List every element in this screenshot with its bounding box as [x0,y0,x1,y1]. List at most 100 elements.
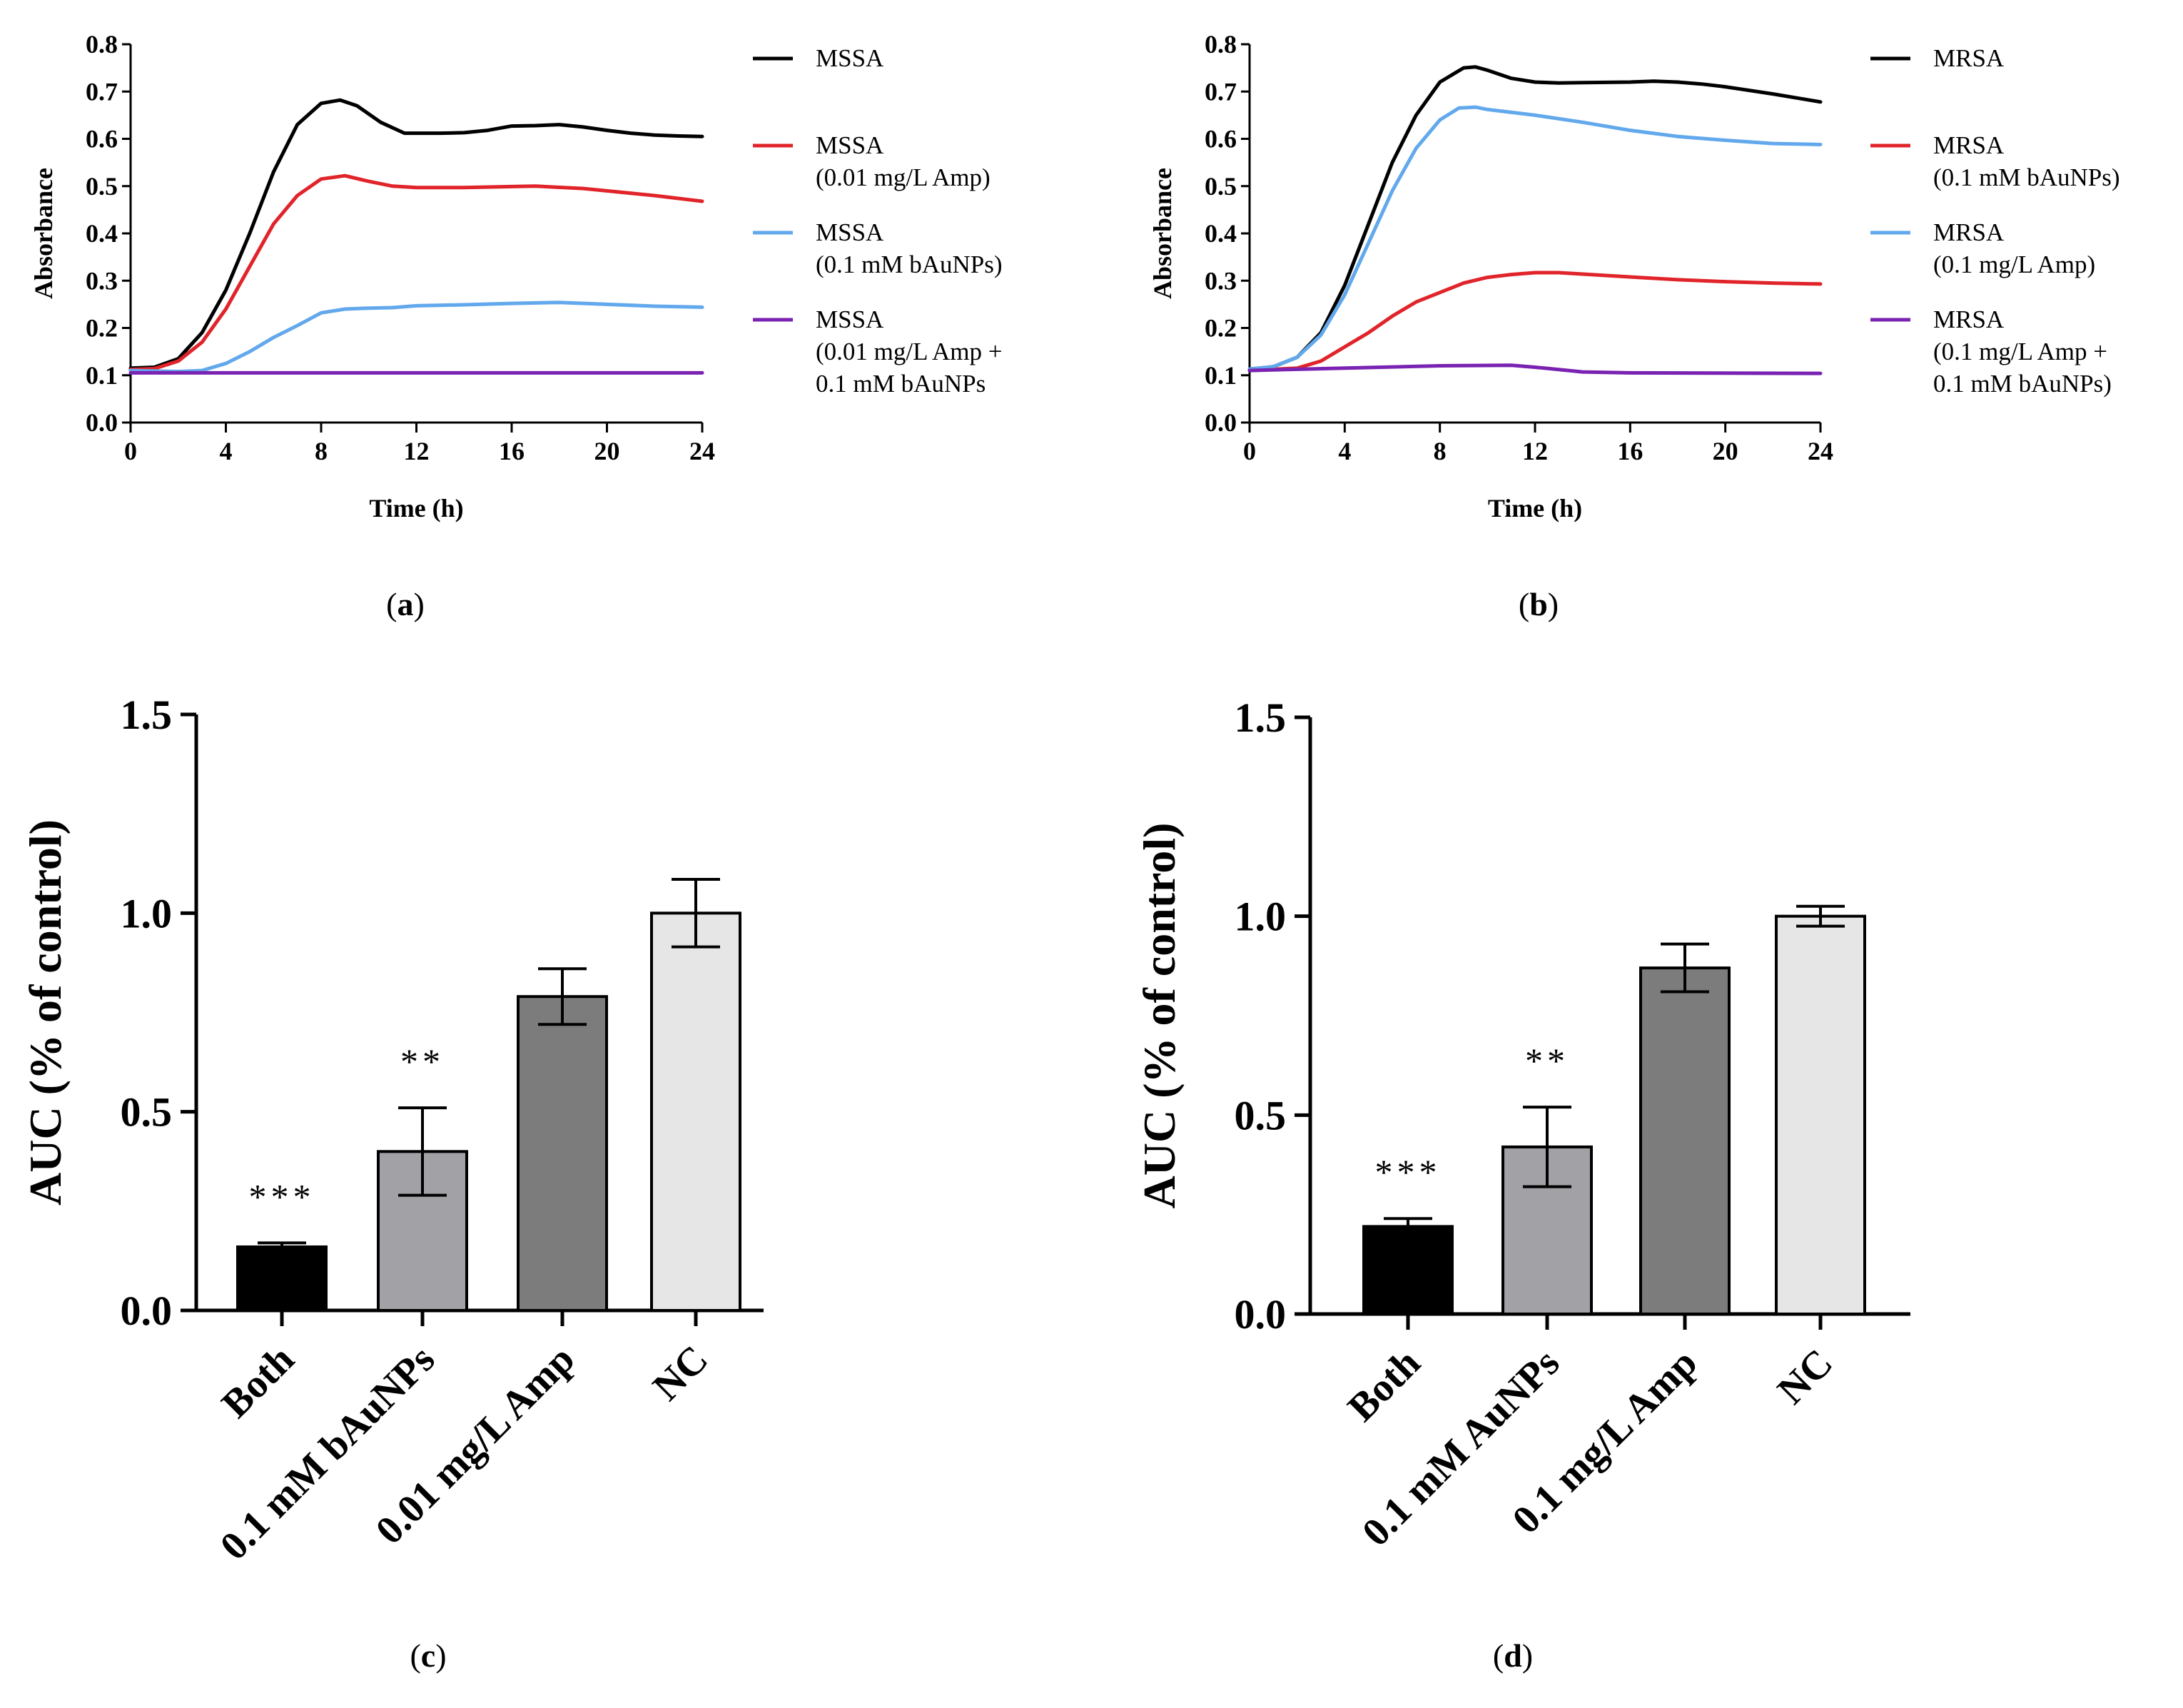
y-tick-label: 0.5 [86,172,118,201]
y-tick-label: 0.6 [1205,125,1237,153]
significance-marker: *** [1375,1152,1442,1192]
y-tick-label: 0.1 [86,361,118,390]
y-axis-title: Absorbance [29,168,58,299]
y-tick-label: 0.2 [1205,314,1237,343]
legend-label: MSSA [816,305,884,333]
legend-label: MSSA [816,218,884,246]
legend-item-2: MRSA (0.1 mM bAuNPs) [1870,131,2120,191]
panel-label: (d) [1493,1637,1533,1674]
y-tick-label: 1.0 [121,890,173,936]
legend-label: (0.01 mg/L Amp + [816,338,1003,365]
y-tick-label: 0.7 [86,77,118,106]
x-tick-label: 20 [1713,437,1738,465]
legend-label: (0.01 mg/L Amp) [816,163,991,191]
series-line-3 [1247,105,1823,371]
legend-label: (0.1 mg/L Amp + [1933,338,2107,365]
y-tick-label: 0.7 [1205,77,1237,106]
legend-label: 0.1 mM bAuNPs [816,370,986,398]
legend-item-3: MRSA (0.1 mg/L Amp) [1870,218,2095,278]
legend-item-1: MSSA [753,44,884,72]
category-label: Both [213,1337,303,1426]
significance-marker: ** [400,1041,445,1081]
x-tick-label: 16 [499,437,525,465]
y-tick-label: 0.8 [1205,30,1237,59]
y-tick-label: 0.1 [1205,361,1237,390]
legend-item-1: MRSA [1870,44,2005,72]
series-line-4 [1247,363,1823,375]
y-tick-label: 0.0 [1235,1291,1287,1338]
x-axis-title: Time (h) [1488,494,1582,522]
x-tick-label: 20 [594,437,620,465]
y-tick-label: 0.0 [86,408,118,437]
bar [236,1245,328,1313]
series-line-2 [128,173,704,372]
x-tick-label: 0 [124,437,137,465]
x-tick-label: 24 [689,437,715,465]
legend-label: (0.1 mg/L Amp) [1933,251,2095,278]
legend-label: 0.1 mM bAuNPs) [1933,370,2112,398]
legend-label: MRSA [1933,218,2005,246]
legend-label: MRSA [1933,305,2005,333]
legend-label: (0.1 mM bAuNPs) [1933,163,2120,191]
y-tick-label: 0.5 [1235,1092,1287,1138]
bar [1639,966,1731,1315]
y-tick-label: 1.5 [121,692,173,738]
y-tick-label: 0.3 [86,266,118,295]
panel-label: (c) [410,1637,446,1674]
legend-item-2: MSSA (0.01 mg/L Amp) [753,131,991,191]
y-tick-label: 0.4 [1205,219,1237,248]
y-tick-label: 0.3 [1205,266,1237,295]
category-label: Both [1339,1340,1429,1430]
panel-b: 0.0 0.1 0.2 0.3 0.4 0.5 0.6 0.7 0.8 0 4 8 12 16 20 24 Ti… [1148,30,2120,622]
x-tick-label: 12 [1522,437,1548,465]
x-axis-title: Time (h) [369,494,463,522]
panel-a: 0.0 0.1 0.2 0.3 0.4 0.5 0.6 0.7 0.8 0 4 8 12 16 20 24 Ti… [29,30,1003,622]
significance-marker: ** [1525,1041,1569,1081]
y-tick-label: 0.5 [1205,172,1237,201]
legend-label: MSSA [816,131,884,159]
legend-label: MRSA [1933,44,2005,72]
y-axis-title: AUC (% of control) [20,819,71,1206]
panel-label: (b) [1519,586,1559,622]
series-line-3 [128,300,704,373]
y-tick-label: 0.4 [86,219,118,248]
legend-item-3: MSSA (0.1 mM bAuNPs) [753,218,1003,278]
x-tick-label: 12 [404,437,430,465]
legend-label: MRSA [1933,131,2005,159]
x-tick-label: 4 [1338,437,1351,465]
bar [1362,1225,1454,1316]
legend-label: MSSA [816,44,884,72]
series-line-1 [1247,65,1823,371]
y-tick-label: 0.2 [86,314,118,343]
y-tick-label: 1.5 [1235,694,1287,741]
y-tick-label: 0.5 [121,1089,173,1136]
category-label: NC [1769,1340,1841,1413]
series-line-2 [1247,271,1823,373]
x-tick-label: 8 [1434,437,1447,465]
bar [650,911,741,1313]
y-axis-title: Absorbance [1148,168,1177,299]
category-label: NC [644,1337,716,1409]
bar [1775,914,1866,1315]
y-tick-label: 0.0 [1205,408,1237,437]
y-tick-label: 0.8 [86,30,118,59]
y-tick-label: 0.6 [86,125,118,153]
panel-label: (a) [386,586,425,622]
legend-item-4: MRSA (0.1 mg/L Amp + 0.1 mM bAuNPs) [1870,305,2112,398]
legend-label: (0.1 mM bAuNPs) [816,251,1003,278]
x-tick-label: 24 [1808,437,1833,465]
bar [517,995,608,1312]
legend-item-4: MSSA (0.01 mg/L Amp + 0.1 mM bAuNPs [753,305,1003,398]
y-axis-title: AUC (% of control) [1134,823,1185,1209]
significance-marker: *** [249,1176,315,1216]
series-line-1 [128,98,704,370]
x-tick-label: 8 [315,437,328,465]
x-tick-label: 4 [220,437,233,465]
x-tick-label: 0 [1243,437,1256,465]
y-tick-label: 1.0 [1235,894,1287,940]
y-tick-label: 0.0 [121,1288,173,1334]
x-tick-label: 16 [1617,437,1643,465]
